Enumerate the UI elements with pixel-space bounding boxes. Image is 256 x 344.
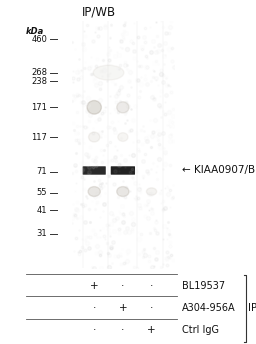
Ellipse shape	[118, 133, 128, 141]
Text: ·: ·	[92, 303, 96, 313]
Ellipse shape	[146, 188, 157, 195]
Text: IP: IP	[248, 303, 256, 313]
FancyBboxPatch shape	[83, 166, 106, 175]
Ellipse shape	[93, 65, 124, 80]
Ellipse shape	[117, 186, 129, 196]
Ellipse shape	[89, 132, 100, 142]
Text: +: +	[90, 281, 99, 291]
Text: kDa: kDa	[26, 27, 45, 36]
Text: 268: 268	[31, 68, 47, 77]
Text: +: +	[119, 303, 127, 313]
Text: 41: 41	[37, 206, 47, 215]
Text: ·: ·	[150, 303, 153, 313]
Text: +: +	[147, 325, 156, 335]
Text: 117: 117	[31, 132, 47, 141]
Text: ·: ·	[121, 281, 125, 291]
Text: ·: ·	[150, 281, 153, 291]
Text: BL19537: BL19537	[182, 281, 225, 291]
Text: 55: 55	[37, 188, 47, 197]
Text: IP/WB: IP/WB	[82, 6, 116, 19]
Text: 71: 71	[37, 167, 47, 176]
Text: 31: 31	[37, 229, 47, 238]
Text: ·: ·	[92, 325, 96, 335]
Text: ·: ·	[121, 325, 125, 335]
Text: 171: 171	[31, 103, 47, 112]
Text: 460: 460	[31, 35, 47, 44]
Ellipse shape	[117, 102, 129, 113]
Text: 238: 238	[31, 77, 47, 86]
Ellipse shape	[88, 186, 100, 196]
Ellipse shape	[87, 100, 101, 114]
Text: Ctrl IgG: Ctrl IgG	[182, 325, 219, 335]
Text: ← KIAA0907/BLOM7: ← KIAA0907/BLOM7	[182, 165, 256, 175]
FancyBboxPatch shape	[111, 166, 135, 175]
Text: A304-956A: A304-956A	[182, 303, 235, 313]
